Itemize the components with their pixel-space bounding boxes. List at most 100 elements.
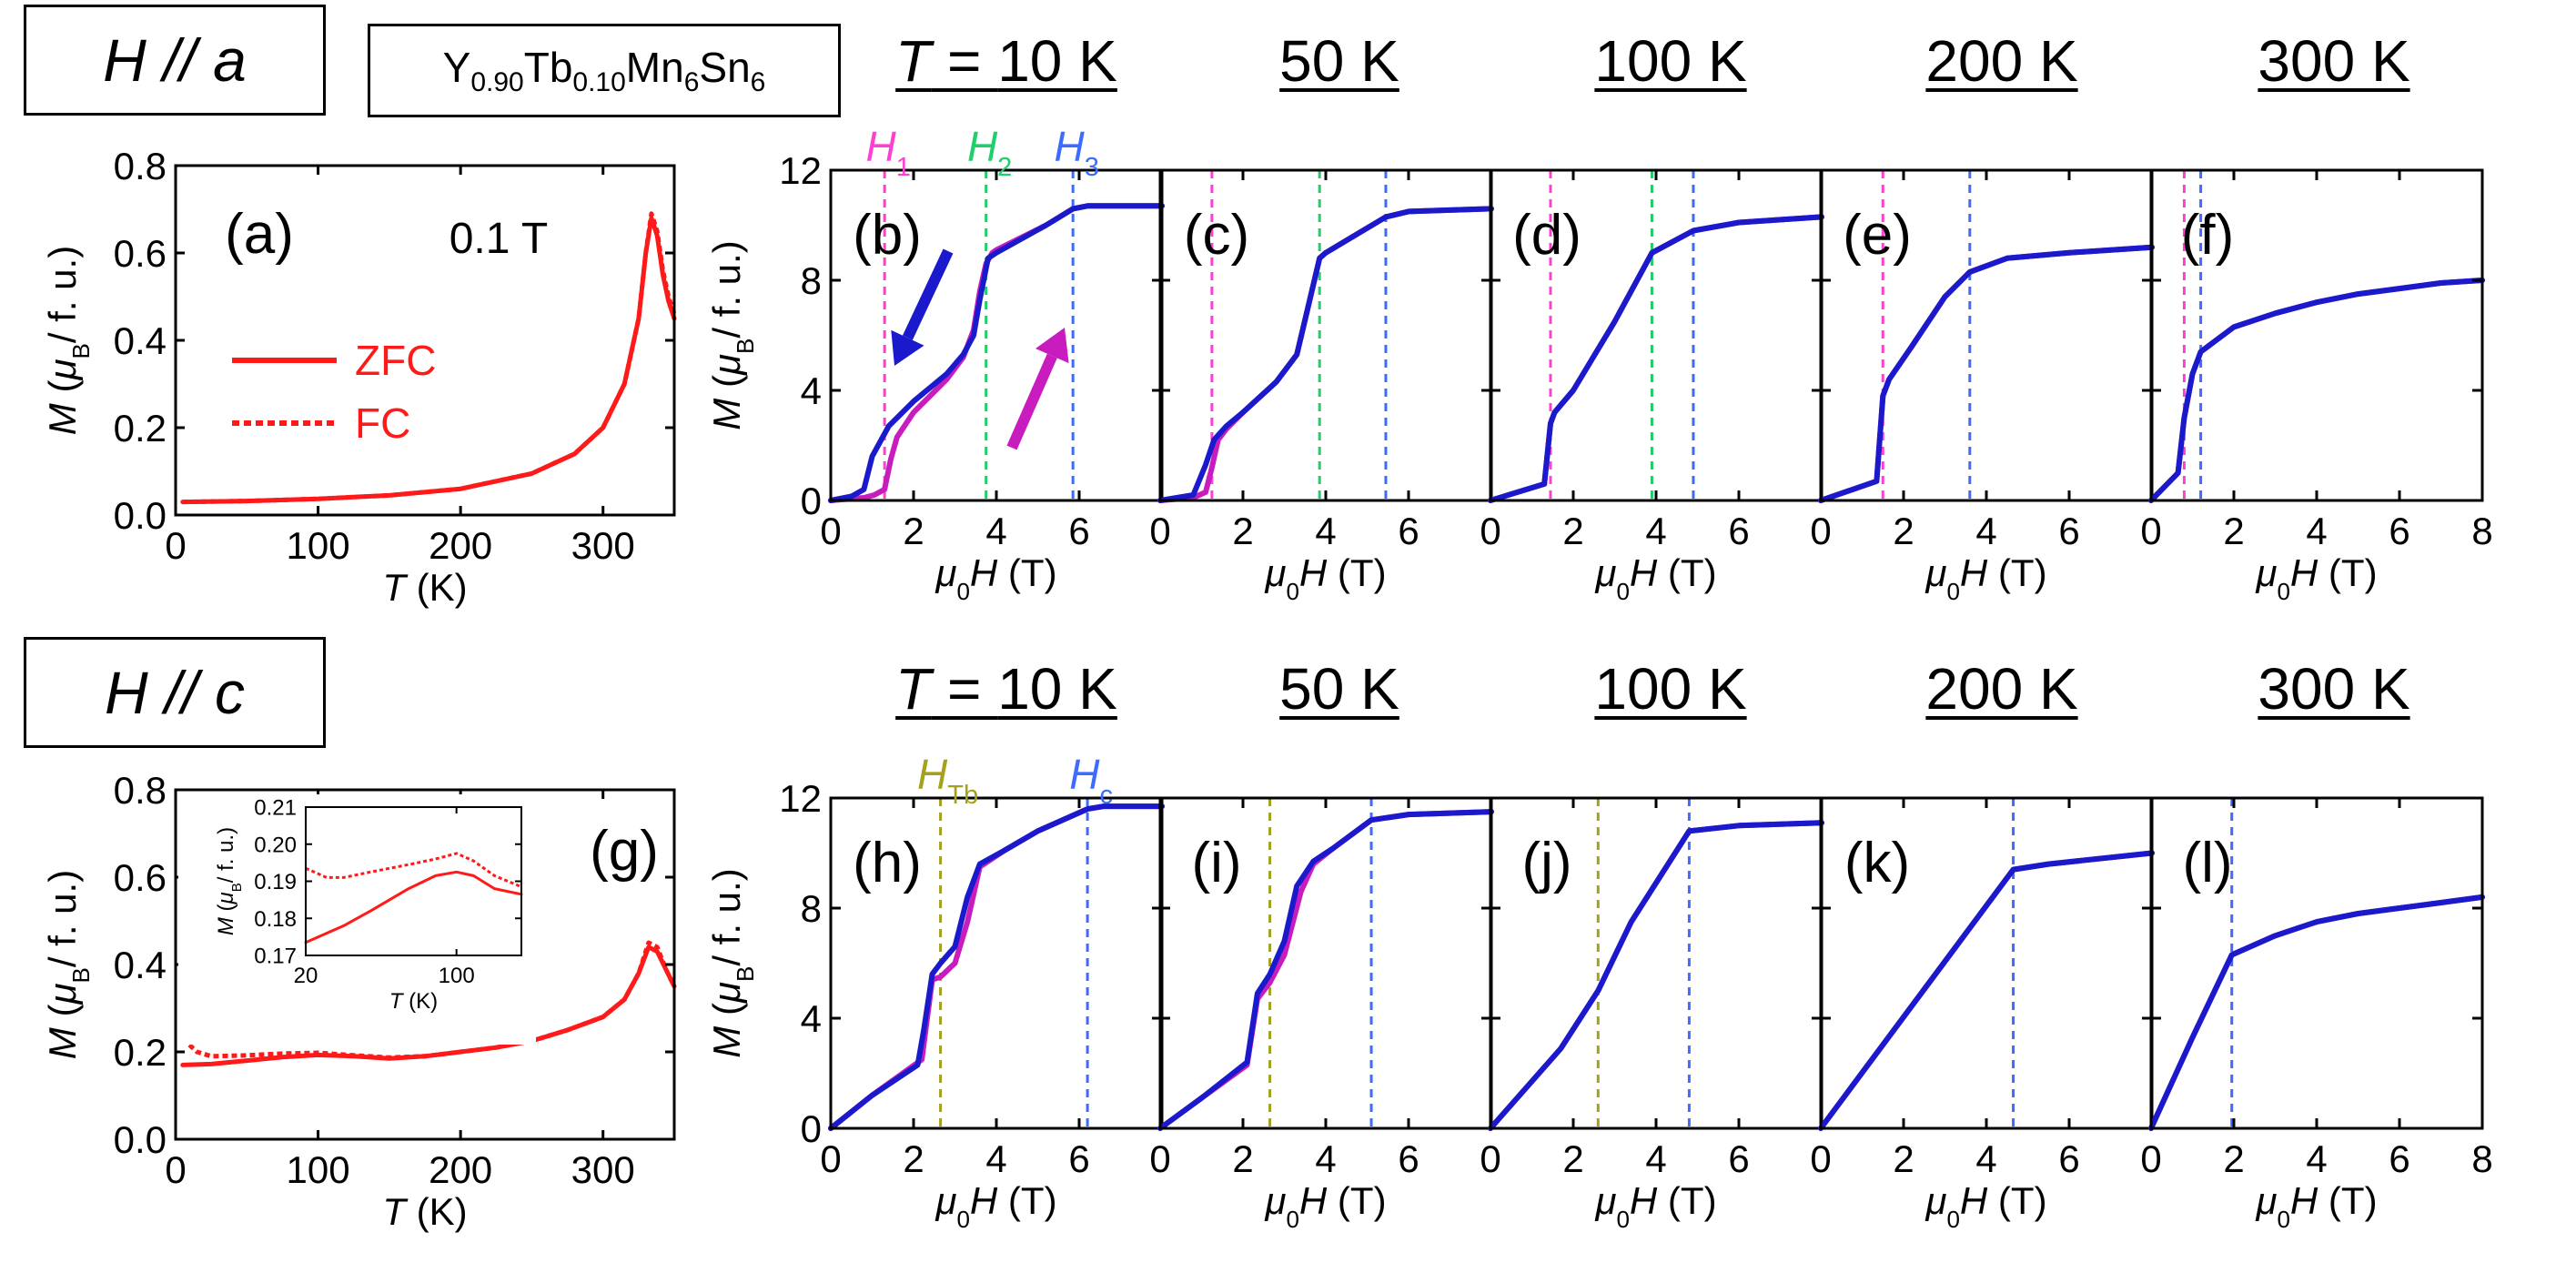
x-axis-label: μ0H (T) [934, 551, 1056, 605]
panel-label: (l) [2182, 832, 2232, 894]
x-tick-label: 4 [1975, 510, 1996, 552]
orientation-label-bottom: H // c [104, 659, 245, 726]
x-tick-label: 4 [1975, 1137, 1996, 1180]
y-tick-label: 0.19 [254, 870, 297, 894]
marker-label-H2: H2 [967, 123, 1012, 182]
x-tick-label: 0 [165, 524, 186, 567]
x-tick-label: 2 [2223, 510, 2244, 552]
x-axis-label: μ0H (T) [1924, 1179, 2046, 1233]
x-tick-label: 200 [429, 524, 492, 567]
series-fc [305, 852, 522, 888]
series-fc [181, 940, 677, 1060]
x-tick-label: 2 [1893, 1137, 1914, 1180]
series-increasing-field [1818, 244, 2155, 503]
x-axis-label: T (K) [389, 989, 438, 1014]
chart-panel-e: 0 2 4 6 μ0H (T) (e) [1810, 168, 2155, 605]
x-axis-label: μ0H (T) [1264, 551, 1386, 605]
x-tick-label: 200 [429, 1148, 492, 1191]
x-tick-label: 100 [439, 964, 475, 988]
series-decreasing-field [2148, 894, 2485, 1131]
y-tick-label: 0.0 [114, 494, 167, 537]
orientation-box-top: H // a [24, 5, 326, 116]
series-decreasing-field [2148, 278, 2485, 503]
x-tick-label: 20 [294, 964, 318, 988]
panel-label: (h) [853, 832, 922, 894]
series-decreasing-field [1157, 809, 1494, 1131]
panel-label: (k) [1844, 832, 1910, 894]
x-axis-label: μ0H (T) [2255, 551, 2377, 605]
x-tick-label: 0 [1149, 1137, 1170, 1180]
marker-label-Hc: Hc [1069, 751, 1113, 810]
y-tick-label: 0 [801, 1107, 822, 1150]
x-tick-label: 2 [903, 1137, 924, 1180]
x-axis-label: μ0H (T) [1924, 551, 2046, 605]
series-zfc [304, 870, 523, 945]
y-tick-label: 0.17 [254, 945, 297, 969]
x-tick-label: 100 [287, 1148, 350, 1191]
temp-title-top-10K: T = 10 K [895, 28, 1117, 94]
x-tick-label: 6 [1068, 510, 1089, 552]
x-tick-label: 2 [903, 510, 924, 552]
x-tick-label: 4 [1315, 510, 1336, 552]
x-tick-label: 0 [1149, 510, 1170, 552]
x-tick-label: 300 [571, 1148, 635, 1191]
x-tick-label: 6 [1398, 1137, 1419, 1180]
x-tick-label: 2 [1562, 1137, 1583, 1180]
series-decreasing-field [1818, 850, 2155, 1131]
x-axis-label: T (K) [382, 1190, 467, 1233]
x-tick-label: 6 [2389, 1137, 2409, 1180]
series-increasing-field [2148, 894, 2485, 1131]
y-tick-label: 0.4 [114, 319, 167, 362]
chart-panel-j: 0 2 4 6 μ0H (T) (j) [1480, 796, 1824, 1233]
marker-label-HTb: HTb [917, 751, 978, 810]
panel-label: (d) [1512, 204, 1581, 267]
legend-label-zfc: ZFC [355, 337, 436, 384]
temp-title-bottom-300K: 300 K [2258, 656, 2410, 722]
chart-panel-h: 0 2 4 6 0 4 8 12 μ0H (T) M (μB/ f. u.) (h) HTb Hc [705, 751, 1165, 1233]
x-tick-label: 2 [1562, 510, 1583, 552]
field-annotation: 0.1 T [450, 215, 549, 263]
x-tick-label: 0 [1810, 1137, 1831, 1180]
panel-label: (b) [853, 204, 922, 267]
chart-panel-c: 0 2 4 6 μ0H (T) (c) [1149, 168, 1494, 605]
chart-panel-k: 0 2 4 6 μ0H (T) (k) [1810, 796, 2155, 1233]
arrow-decreasing-field [891, 248, 954, 366]
x-tick-label: 6 [1728, 510, 1749, 552]
orientation-label-top: H // a [103, 26, 247, 94]
x-tick-label: 0 [1810, 510, 1831, 552]
chart-panel-i: 0 2 4 6 μ0H (T) (i) [1149, 796, 1494, 1233]
temp-title-bottom-100K: 100 K [1594, 656, 1747, 722]
arrow-increasing-field [1006, 328, 1069, 450]
chart-panel-d: 0 2 4 6 μ0H (T) (d) [1480, 168, 1824, 605]
y-tick-label: 0.20 [254, 833, 297, 857]
y-tick-label: 0 [801, 480, 822, 522]
x-axis-label: μ0H (T) [1594, 551, 1716, 605]
panel-label: (c) [1184, 204, 1249, 267]
y-tick-label: 12 [779, 149, 822, 192]
x-tick-label: 4 [1645, 1137, 1666, 1180]
y-axis-label: M (μB/ f. u.) [41, 246, 95, 435]
x-tick-label: 6 [1068, 1137, 1089, 1180]
x-tick-label: 0 [2140, 510, 2161, 552]
x-tick-label: 4 [985, 1137, 1006, 1180]
temp-title-top-200K: 200 K [1925, 28, 2078, 94]
x-tick-label: 2 [1232, 510, 1253, 552]
y-tick-label: 12 [779, 777, 822, 820]
temp-title-bottom-200K: 200 K [1925, 656, 2078, 722]
chart-panel-f: 0 2 4 6 8 μ0H (T) (f) [2140, 168, 2493, 605]
series-decreasing-field [1488, 820, 1824, 1131]
series-decreasing-field [1818, 244, 2155, 503]
y-tick-label: 8 [801, 887, 822, 930]
legend-label-fc: FC [355, 399, 410, 447]
inset-chart: 20 100 0.17 0.18 0.19 0.20 0.21 T (K) M (μB/ f. … [178, 794, 536, 1045]
y-tick-label: 0.6 [114, 856, 167, 899]
y-tick-label: 0.21 [254, 796, 297, 821]
y-axis-label: M (μB/ f. u.) [41, 870, 95, 1059]
temp-title-top-100K: 100 K [1594, 28, 1747, 94]
x-tick-label: 0 [1480, 1137, 1500, 1180]
panel-label: (f) [2181, 204, 2235, 267]
x-tick-label: 0 [1480, 510, 1500, 552]
marker-label-H3: H3 [1054, 123, 1098, 182]
x-axis-label: μ0H (T) [2255, 1179, 2377, 1233]
y-tick-label: 4 [801, 369, 822, 412]
